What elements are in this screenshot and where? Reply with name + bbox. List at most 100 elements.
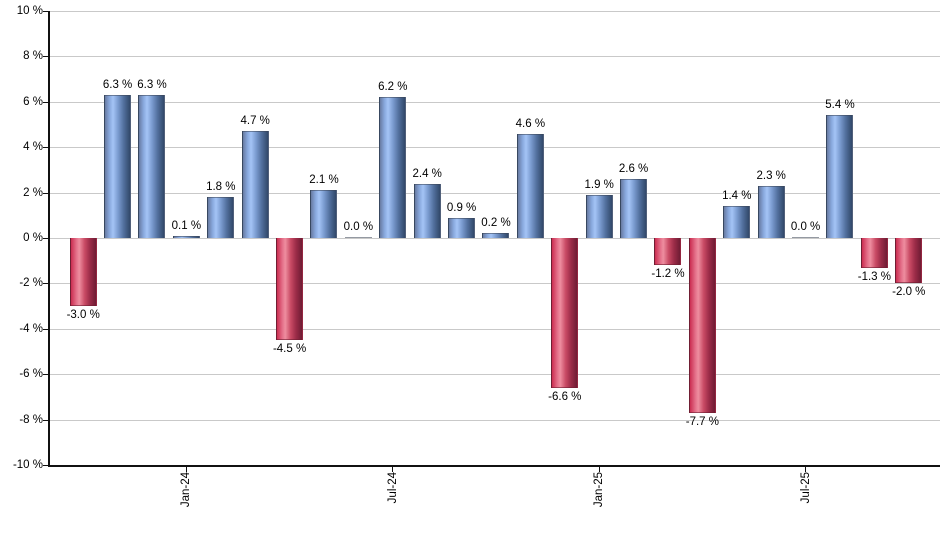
bar-slot-2: 6.3 % bbox=[135, 11, 169, 465]
bar-value-label: 6.3 % bbox=[102, 78, 133, 91]
y-axis-tick bbox=[43, 374, 48, 376]
bar-value-label: 4.7 % bbox=[240, 115, 270, 128]
bar-slot-0: -3.0 % bbox=[66, 11, 100, 465]
x-axis-label: Jan-25 bbox=[593, 472, 606, 508]
bar-18 bbox=[688, 238, 716, 413]
x-axis-tick bbox=[392, 467, 394, 472]
bar-0 bbox=[69, 238, 97, 307]
bar-value-label: 2.3 % bbox=[756, 169, 786, 182]
y-axis-tick bbox=[43, 328, 48, 330]
bar-value-label: -1.2 % bbox=[651, 268, 685, 281]
gridline-0% bbox=[50, 238, 940, 239]
bar-slot-18: -7.7 % bbox=[685, 11, 719, 465]
bar-slot-13: 4.6 % bbox=[513, 11, 547, 465]
bar-slot-11: 0.9 % bbox=[444, 11, 478, 465]
bar-value-label: 0.1 % bbox=[171, 219, 202, 232]
bar-value-label: 4.6 % bbox=[515, 117, 546, 130]
bar-value-label: 1.8 % bbox=[206, 181, 236, 194]
gridline-4% bbox=[50, 147, 940, 149]
y-axis-label: -4 % bbox=[19, 322, 43, 335]
gridline-6% bbox=[50, 101, 940, 103]
y-axis-tick bbox=[43, 11, 48, 12]
y-axis-label: -10 % bbox=[12, 459, 43, 471]
gridline--2% bbox=[50, 283, 940, 285]
gridline--6% bbox=[50, 374, 940, 376]
bar-15 bbox=[585, 194, 613, 238]
bar-20 bbox=[757, 185, 785, 238]
bar-slot-7: 2.1 % bbox=[307, 11, 341, 465]
bar-slot-6: -4.5 % bbox=[272, 11, 306, 465]
x-axis-tick bbox=[185, 467, 187, 472]
bar-value-label: 6.3 % bbox=[137, 78, 167, 91]
bar-value-label: -1.3 % bbox=[857, 270, 891, 283]
bar-8 bbox=[344, 236, 372, 238]
bar-slot-23: -1.3 % bbox=[857, 11, 891, 465]
bar-16 bbox=[620, 178, 648, 238]
y-axis-tick bbox=[43, 238, 48, 239]
y-axis-label: 10 % bbox=[16, 5, 43, 17]
x-axis-label: Jul-24 bbox=[386, 472, 399, 504]
bar-4 bbox=[207, 197, 235, 238]
bar-value-label: -7.7 % bbox=[685, 415, 719, 428]
bar-slot-21: 0.0 % bbox=[788, 11, 822, 465]
bar-value-label: 5.4 % bbox=[825, 99, 855, 112]
bar-value-label: 0.2 % bbox=[481, 217, 511, 230]
y-axis-tick bbox=[43, 101, 48, 103]
gridline--4% bbox=[50, 328, 940, 330]
bar-slot-17: -1.2 % bbox=[651, 11, 685, 465]
bar-slot-1: 6.3 % bbox=[100, 11, 134, 465]
bar-21 bbox=[792, 236, 820, 238]
plot-area: -3.0 % 6.3 % 6.3 % 0.1 % 1.8 % 4.7 % -4.5 % 2.1… bbox=[48, 11, 940, 507]
y-axis-label: -2 % bbox=[19, 277, 43, 290]
bar-11 bbox=[448, 217, 476, 238]
x-axis-tick bbox=[598, 467, 600, 472]
gridline-10% bbox=[50, 11, 940, 12]
y-axis-label: -8 % bbox=[19, 413, 43, 426]
bar-slot-19: 1.4 % bbox=[720, 11, 754, 465]
bar-slot-3: 0.1 % bbox=[169, 11, 203, 465]
y-axis-label: 6 % bbox=[23, 95, 43, 108]
bar-value-label: -6.6 % bbox=[548, 390, 582, 403]
bar-slot-10: 2.4 % bbox=[410, 11, 444, 465]
bar-7 bbox=[310, 190, 338, 238]
bar-value-label: 0.9 % bbox=[446, 201, 477, 214]
bar-9 bbox=[379, 97, 407, 238]
bar-2 bbox=[138, 94, 166, 238]
y-axis-label: 8 % bbox=[23, 50, 43, 63]
bar-value-label: 1.9 % bbox=[584, 178, 614, 191]
y-axis-label: 0 % bbox=[23, 232, 43, 244]
y-axis-tick bbox=[43, 465, 48, 466]
bar-slot-4: 1.8 % bbox=[204, 11, 238, 465]
x-axis-tick bbox=[805, 467, 807, 472]
bar-slot-16: 2.6 % bbox=[616, 11, 650, 465]
y-axis-tick bbox=[43, 283, 48, 285]
bar-1 bbox=[104, 94, 132, 238]
bar-slot-14: -6.6 % bbox=[548, 11, 582, 465]
bar-value-label: 6.2 % bbox=[378, 81, 408, 94]
bar-22 bbox=[826, 115, 854, 238]
bar-23 bbox=[860, 238, 888, 268]
bar-slot-9: 6.2 % bbox=[376, 11, 410, 465]
y-axis-label: 2 % bbox=[23, 186, 43, 199]
bar-19 bbox=[723, 206, 751, 238]
y-axis-label: 4 % bbox=[23, 141, 43, 154]
bar-24 bbox=[895, 238, 923, 284]
bar-6 bbox=[276, 238, 304, 341]
bar-slot-12: 0.2 % bbox=[479, 11, 513, 465]
bar-value-label: -3.0 % bbox=[66, 309, 100, 322]
gridline-8% bbox=[50, 56, 940, 58]
bar-slot-8: 0.0 % bbox=[341, 11, 375, 465]
y-axis-tick bbox=[43, 419, 48, 421]
bar-17 bbox=[654, 238, 682, 266]
bar-14 bbox=[551, 238, 579, 388]
bar-slot-22: 5.4 % bbox=[823, 11, 857, 465]
bar-12 bbox=[482, 233, 510, 238]
bar-slot-20: 2.3 % bbox=[754, 11, 788, 465]
x-axis-label: Jan-24 bbox=[180, 472, 193, 508]
x-axis-label: Jul-25 bbox=[799, 472, 812, 504]
bar-13 bbox=[516, 133, 544, 238]
bar-value-label: 0.0 % bbox=[790, 220, 821, 233]
bar-value-label: 2.4 % bbox=[412, 167, 442, 180]
bar-10 bbox=[413, 183, 441, 238]
